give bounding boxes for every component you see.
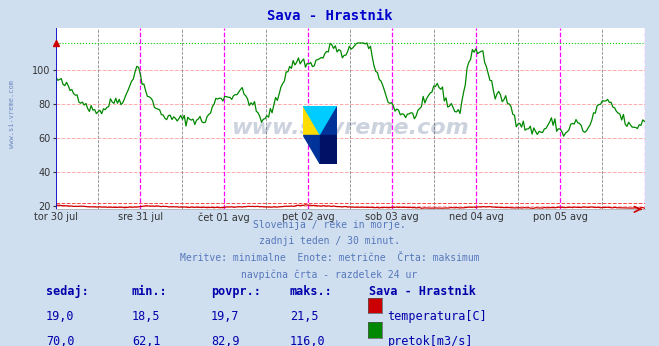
- Text: Sava - Hrastnik: Sava - Hrastnik: [267, 9, 392, 22]
- Text: 62,1: 62,1: [132, 335, 160, 346]
- Text: zadnji teden / 30 minut.: zadnji teden / 30 minut.: [259, 236, 400, 246]
- Polygon shape: [320, 135, 337, 164]
- Polygon shape: [303, 106, 320, 135]
- Text: pretok[m3/s]: pretok[m3/s]: [387, 335, 473, 346]
- Text: 19,0: 19,0: [46, 310, 74, 324]
- Text: 19,7: 19,7: [211, 310, 239, 324]
- Text: min.:: min.:: [132, 285, 167, 299]
- Text: navpična črta - razdelek 24 ur: navpična črta - razdelek 24 ur: [241, 270, 418, 280]
- Polygon shape: [303, 106, 337, 135]
- Text: povpr.:: povpr.:: [211, 285, 261, 299]
- Polygon shape: [320, 106, 337, 135]
- Text: 116,0: 116,0: [290, 335, 326, 346]
- Text: www.si-vreme.com: www.si-vreme.com: [9, 80, 14, 148]
- Text: Slovenija / reke in morje.: Slovenija / reke in morje.: [253, 220, 406, 230]
- Text: temperatura[C]: temperatura[C]: [387, 310, 487, 324]
- Text: maks.:: maks.:: [290, 285, 333, 299]
- Polygon shape: [303, 135, 320, 164]
- Text: Sava - Hrastnik: Sava - Hrastnik: [369, 285, 476, 299]
- Text: www.si-vreme.com: www.si-vreme.com: [231, 118, 469, 138]
- Text: 18,5: 18,5: [132, 310, 160, 324]
- Text: 21,5: 21,5: [290, 310, 318, 324]
- Text: sedaj:: sedaj:: [46, 285, 89, 299]
- Text: Meritve: minimalne  Enote: metrične  Črta: maksimum: Meritve: minimalne Enote: metrične Črta:…: [180, 253, 479, 263]
- Text: 70,0: 70,0: [46, 335, 74, 346]
- Text: reke in morje.
si-vreme.com: reke in morje. si-vreme.com: [351, 120, 360, 122]
- Text: 82,9: 82,9: [211, 335, 239, 346]
